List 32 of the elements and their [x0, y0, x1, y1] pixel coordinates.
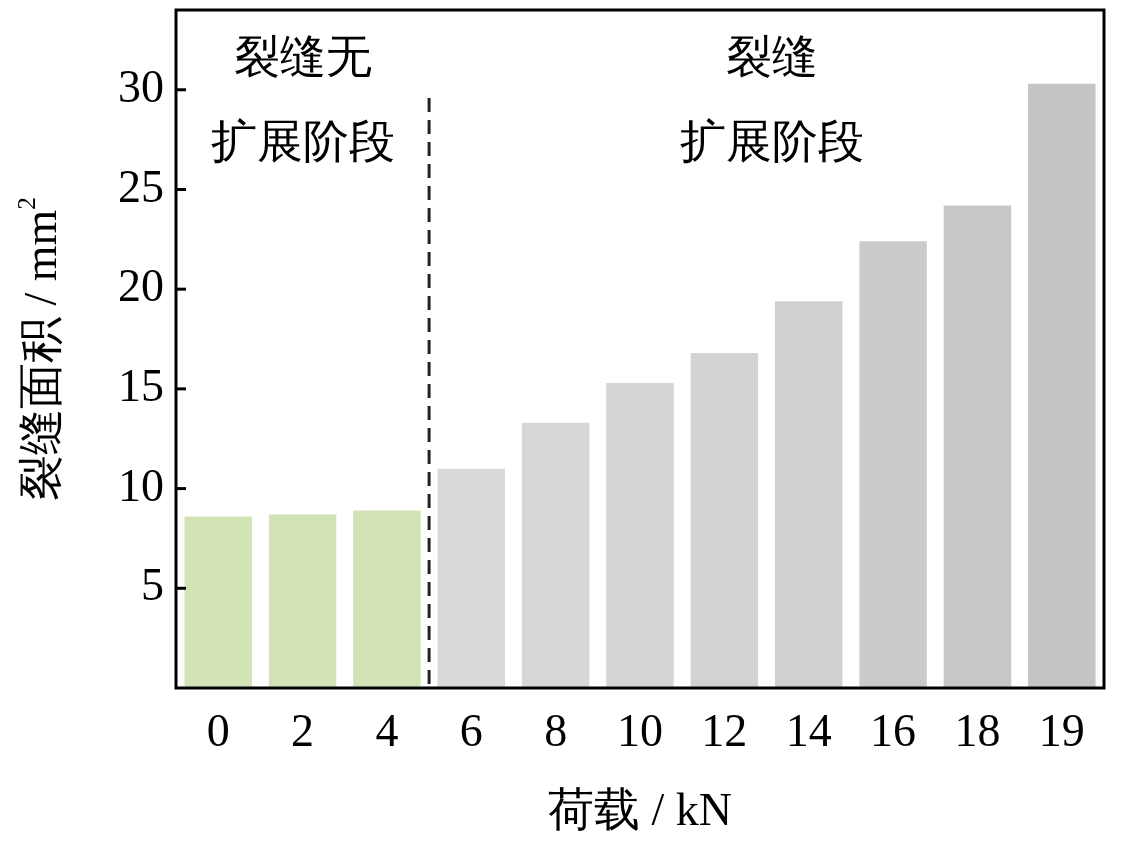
x-tick-label: 12 — [701, 704, 748, 756]
bar — [268, 514, 337, 688]
annotation: 裂缝无扩展阶段 — [210, 31, 395, 167]
bar — [606, 382, 674, 688]
x-tick-label: 18 — [954, 704, 1001, 756]
bar — [774, 301, 843, 688]
annotation: 裂缝扩展阶段 — [679, 31, 864, 167]
x-axis-title: 荷载 / kN — [548, 784, 732, 835]
y-tick-label: 25 — [118, 160, 164, 212]
bar — [437, 468, 506, 688]
y-tick-label: 5 — [141, 559, 164, 611]
x-tick-label: 8 — [544, 704, 568, 756]
y-tick-label: 20 — [118, 260, 164, 312]
x-tick-label: 14 — [785, 704, 832, 756]
x-tick-label: 2 — [291, 704, 315, 756]
y-axis-title: 裂缝面积 / mm2 — [12, 197, 66, 501]
bar — [859, 241, 927, 688]
x-tick-label: 16 — [870, 704, 917, 756]
bar — [521, 422, 590, 688]
x-tick-label: 19 — [1038, 704, 1085, 756]
bar — [184, 516, 252, 688]
bar — [690, 352, 759, 688]
x-tick-label: 6 — [459, 704, 483, 756]
x-tick-label: 4 — [375, 704, 399, 756]
y-tick-label: 10 — [118, 459, 164, 511]
x-tick-label: 0 — [206, 704, 230, 756]
x-tick-label: 10 — [617, 704, 663, 756]
y-tick-label: 15 — [118, 359, 164, 411]
y-tick-label: 30 — [118, 60, 164, 112]
bar — [943, 205, 1012, 688]
bar — [1028, 83, 1096, 688]
bar — [353, 510, 421, 688]
